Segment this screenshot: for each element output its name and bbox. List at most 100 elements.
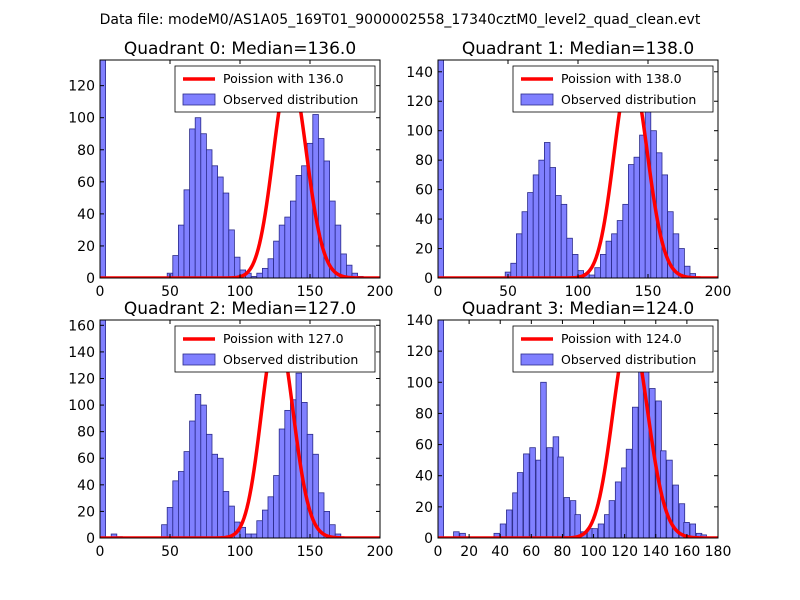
histogram-bar (317, 138, 325, 278)
y-tick-label: 80 (77, 143, 95, 159)
histogram-bar (245, 533, 252, 538)
histogram-bar (597, 523, 605, 538)
histogram-bar (222, 192, 230, 278)
panel-1: 0 50 100 150 200 0 20 40 60 80 100 120 140 Quadrant 1… (406, 39, 731, 300)
y-tick-label: 40 (77, 478, 95, 494)
x-tick-label: 100 (227, 544, 254, 560)
histogram-bar (689, 523, 696, 538)
histogram-bar (284, 216, 291, 278)
x-tick-label: 150 (297, 284, 324, 300)
histogram-bar (549, 167, 556, 278)
histogram-bar (574, 514, 581, 538)
x-tick-label: 40 (491, 544, 509, 560)
histogram-bar (306, 433, 314, 538)
histogram-bar (521, 211, 528, 278)
histogram-bar (625, 448, 633, 538)
histogram-bar (261, 509, 269, 538)
histogram-bar (684, 265, 691, 278)
histogram-bar (267, 496, 274, 538)
histogram-bar (211, 453, 218, 538)
legend: Poission with 127.0 Observed distribution (174, 325, 376, 373)
panel-0: 0 50 100 150 200 0 20 40 60 80 100 120 Quadrant 0: M… (68, 39, 393, 300)
histogram-bar (183, 189, 190, 278)
histogram-bar (438, 320, 444, 538)
histogram-bar (594, 267, 601, 278)
histogram-bar (250, 533, 258, 538)
poisson-curve (438, 328, 718, 538)
legend-label-poisson: Poission with 138.0 (561, 71, 682, 86)
histogram-bar (110, 533, 118, 538)
histogram-bar (611, 233, 618, 278)
histogram-bar (616, 220, 624, 278)
y-tick-label: 20 (415, 500, 433, 516)
legend-label-observed: Observed distribution (561, 352, 696, 367)
y-tick-label: 120 (406, 344, 433, 360)
histogram-bar (345, 264, 353, 278)
y-tick-label: 100 (68, 398, 95, 414)
legend-bar-swatch (520, 93, 554, 106)
histogram-bar (228, 229, 235, 278)
histogram-bar (538, 159, 545, 278)
histogram-bar (267, 258, 274, 278)
axes-frame (437, 319, 719, 539)
x-tick-label: 100 (565, 284, 592, 300)
y-tick-label: 80 (415, 406, 433, 422)
histogram-bar (256, 272, 263, 278)
y-tick-label: 140 (406, 313, 433, 329)
histogram-bar (194, 394, 202, 538)
histogram-bar (529, 447, 536, 538)
histogram-bar (563, 497, 570, 538)
x-tick-label: 80 (554, 544, 572, 560)
histogram-bar (200, 404, 207, 538)
histogram-bar (177, 471, 185, 538)
plot-area (100, 320, 380, 538)
x-tick-label: 160 (674, 544, 701, 560)
y-tick-label: 0 (424, 271, 433, 287)
panel-title: Quadrant 2: Median=127.0 (124, 299, 356, 319)
histogram-bar (608, 500, 616, 538)
y-tick-label: 0 (86, 271, 95, 287)
histogram-bar (217, 176, 224, 278)
y-tick-label: 60 (77, 451, 95, 467)
legend-label-observed: Observed distribution (223, 352, 358, 367)
x-tick-label: 200 (367, 284, 394, 300)
histogram-bar (540, 381, 547, 538)
y-tick-label: 60 (415, 183, 433, 199)
x-tick-label: 120 (611, 544, 638, 560)
x-tick-label: 180 (705, 544, 732, 560)
histogram-bar (284, 409, 291, 538)
histogram-bar (622, 203, 629, 278)
panel-title: Quadrant 0: Median=136.0 (124, 39, 356, 59)
histogram-bar (301, 165, 308, 278)
histogram-bar (261, 267, 269, 278)
x-tick-label: 50 (161, 544, 179, 560)
histogram-bar (527, 192, 534, 278)
y-tick-label: 60 (77, 175, 95, 191)
y-tick-label: 80 (415, 153, 433, 169)
x-tick-label: 20 (460, 544, 478, 560)
histogram-bar (523, 453, 530, 538)
y-tick-label: 100 (406, 375, 433, 391)
histogram-bar (555, 195, 562, 278)
x-tick-label: 150 (635, 284, 662, 300)
y-tick-label: 140 (406, 65, 433, 81)
legend-bar-swatch (182, 93, 216, 106)
histogram-bar (100, 60, 106, 278)
x-tick-label: 0 (434, 544, 443, 560)
histogram-bar (614, 481, 622, 538)
histogram-bar (560, 203, 568, 278)
histogram-bar (506, 509, 513, 538)
histogram-bar (278, 428, 286, 538)
x-tick-label: 50 (499, 284, 517, 300)
y-tick-label: 80 (77, 425, 95, 441)
histogram-bar (289, 200, 297, 278)
histogram-bar (510, 262, 517, 278)
panel-2: 0 50 100 150 200 0 20 40 60 80 100 120 140 160 Quadran… (68, 299, 393, 560)
legend-label-poisson: Poission with 124.0 (561, 331, 682, 346)
histogram-bar (194, 117, 202, 278)
histogram-bar (189, 420, 196, 538)
histogram-bar (516, 472, 524, 538)
legend: Poission with 138.0 Observed distribution (512, 65, 714, 113)
histogram-bar (683, 522, 690, 538)
